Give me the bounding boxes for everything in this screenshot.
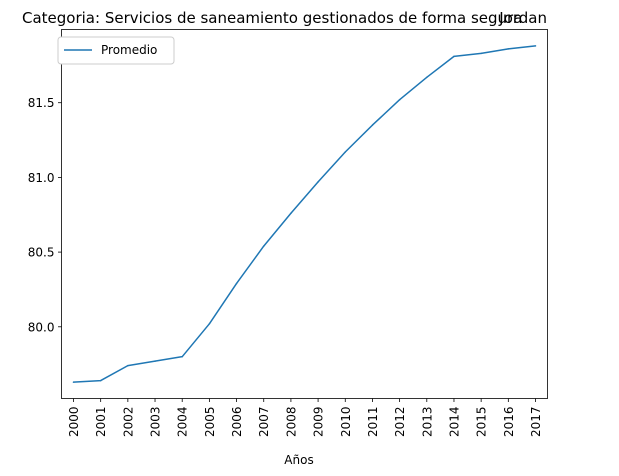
data-point [317,181,319,183]
x-tick-label: 2008 [284,407,298,438]
x-tick-label: 2017 [529,407,543,438]
y-tick-label: 81.0 [28,171,55,185]
x-tick-label: 2011 [366,407,380,438]
data-point [235,282,238,285]
data-point [507,48,510,50]
data-point [453,55,455,58]
x-tick-label: 2007 [257,407,271,438]
x-tick-label: 2005 [203,407,217,438]
x-axis-label: Años [284,453,313,467]
x-tick-label: 2006 [230,407,244,438]
data-point [72,381,75,383]
chart-title: Categoria: Servicios de saneamiento gest… [22,9,522,27]
x-tick-label: 2014 [447,407,461,438]
data-point [398,98,401,101]
data-point [290,212,292,215]
x-tick-label: 2003 [149,407,163,438]
data-point [534,45,537,47]
y-tick-label: 81.5 [28,96,55,110]
chart-title-right: Jordan [498,9,547,27]
plot-frame [61,29,548,399]
series-lines [72,45,537,383]
x-tick-label: 2010 [339,407,353,438]
x-tick-label: 2009 [312,407,326,438]
plot-area [61,29,548,399]
y-tick-label: 80.0 [28,320,55,334]
data-point [127,364,129,367]
data-point [154,360,156,362]
x-tick-label: 2013 [420,407,434,438]
x-tick-label: 2001 [94,407,108,438]
legend-box [57,36,175,65]
data-point [480,52,482,55]
data-point [344,151,347,153]
data-point [181,355,183,358]
x-tick-label: 2004 [176,407,190,438]
y-tick-label: 80.5 [28,246,55,260]
y-axis-ticks: 80.0 80.5 81.0 81.5 [28,96,62,334]
x-tick-label: 2002 [121,407,135,438]
x-tick-label: 2016 [502,407,516,438]
x-axis-ticks: 2000 2001 2002 2003 2004 2005 2006 2007 2008 2009… [67,398,543,438]
legend: Promedio [57,36,175,65]
legend-label: Promedio [101,43,157,57]
x-tick-label: 2000 [67,407,81,438]
series-line-promedio [73,45,536,383]
x-tick-label: 2012 [393,407,407,438]
data-point [208,323,211,325]
x-tick-label: 2015 [475,407,489,438]
data-point [426,76,428,79]
data-point [99,379,102,382]
data-point [262,245,265,247]
data-point [371,124,374,126]
